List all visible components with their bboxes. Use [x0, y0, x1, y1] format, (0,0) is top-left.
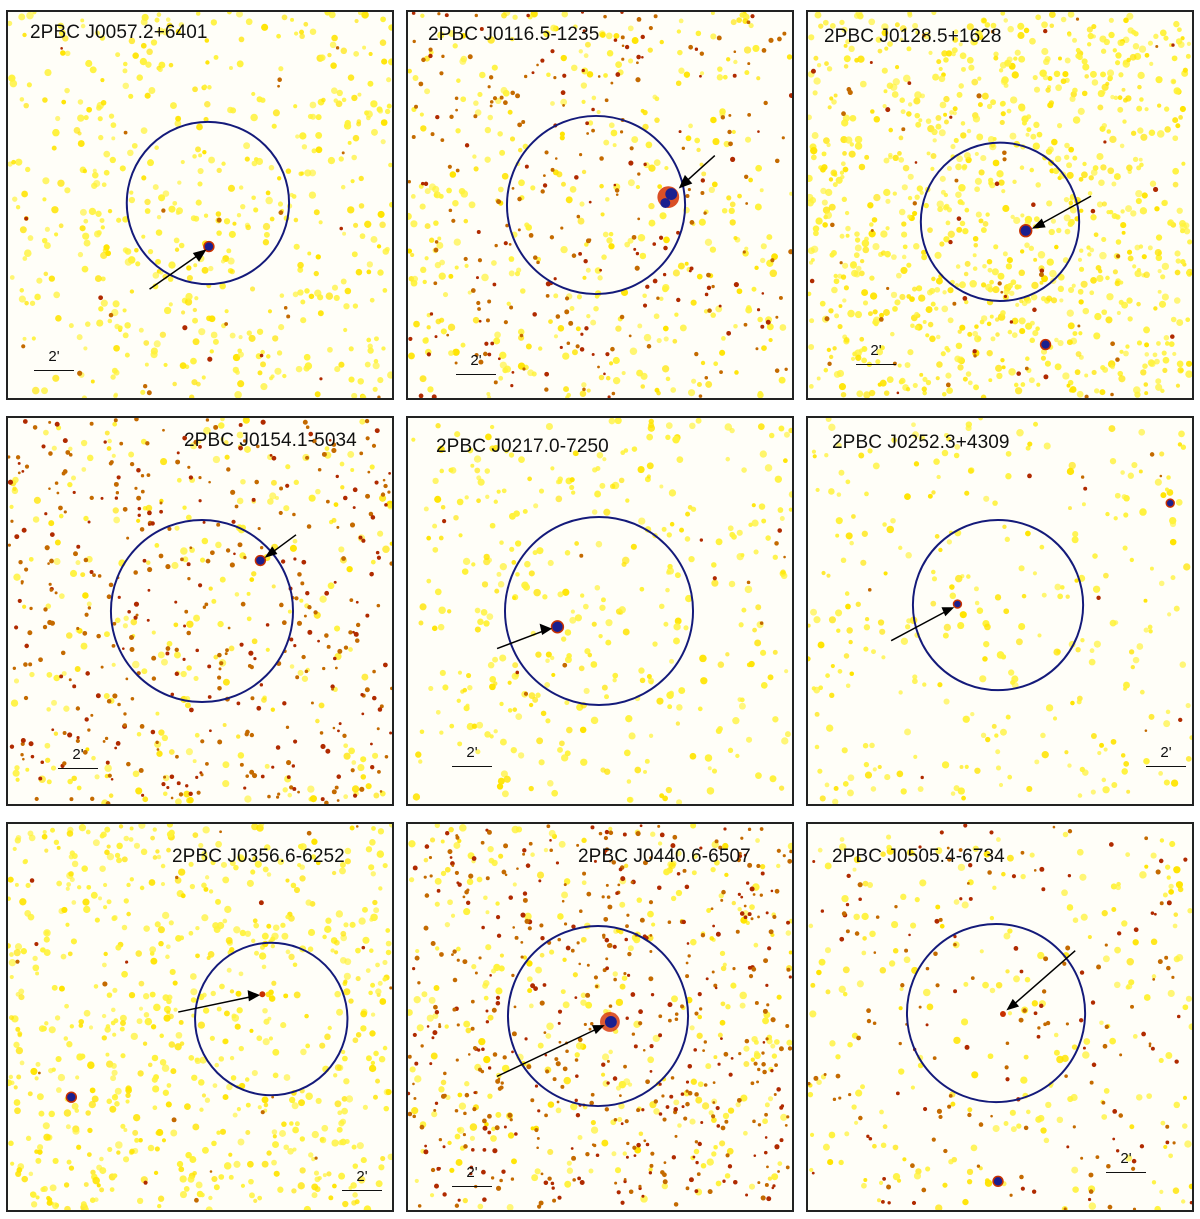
error-circle — [109, 518, 295, 704]
source-dot — [259, 991, 266, 998]
panel-title: 2PBC J0116.5-1235 — [428, 24, 600, 45]
source-dot — [254, 554, 267, 567]
scale-bar: 2' — [1106, 1150, 1146, 1176]
arrow — [178, 990, 261, 1013]
scale-bar: 2' — [342, 1168, 382, 1194]
arrow — [1031, 195, 1092, 229]
xray-field — [8, 824, 392, 1210]
source-dot — [550, 620, 565, 634]
scale-label: 2' — [72, 746, 84, 763]
scale-label: 2' — [870, 342, 882, 359]
xray-field — [408, 824, 792, 1210]
error-circle — [919, 141, 1081, 302]
source-dot — [604, 1016, 617, 1028]
scale-bar: 2' — [1146, 744, 1186, 770]
xray-field — [8, 418, 392, 804]
panel-title: 2PBC J0217.0-7250 — [436, 436, 609, 457]
panel-title: 2PBC J0356.6-6252 — [172, 846, 345, 867]
xray-field — [408, 12, 792, 398]
panel-title: 2PBC J0057.2+6401 — [30, 22, 208, 43]
source-dot — [1019, 224, 1033, 238]
error-circle — [911, 518, 1085, 692]
panel-title: 2PBC J0128.5+1628 — [824, 26, 1002, 47]
source-dot — [1000, 1011, 1006, 1017]
scale-bar: 2' — [34, 348, 74, 374]
error-circle — [194, 941, 349, 1097]
panel-9: 2PBC J0505.4-6734 2' — [806, 822, 1194, 1212]
scale-label: 2' — [1120, 1150, 1132, 1167]
panel-4: 2PBC J0154.1-5034 2' — [6, 416, 394, 806]
panel-1: 2PBC J0057.2+6401 2' — [6, 10, 394, 400]
arrow — [890, 607, 955, 642]
xray-field — [808, 824, 1192, 1210]
scale-label: 2' — [470, 352, 482, 369]
panel-8: 2PBC J0440.6-6507 2' — [406, 822, 794, 1212]
scale-bar: 2' — [452, 744, 492, 770]
scale-label: 2' — [356, 1168, 368, 1185]
panel-title: 2PBC J0154.1-5034 — [184, 430, 357, 451]
arrow — [496, 1025, 605, 1078]
panel-6: 2PBC J0252.3+4309 2' — [806, 416, 1194, 806]
scale-label: 2' — [466, 1164, 478, 1181]
error-circle — [506, 924, 690, 1108]
xray-field — [8, 12, 392, 398]
scale-bar: 2' — [58, 746, 98, 772]
scale-label: 2' — [48, 348, 60, 365]
panel-7: 2PBC J0356.6-6252 2' — [6, 822, 394, 1212]
xray-field — [411, 418, 792, 804]
error-circle — [905, 922, 1087, 1104]
scale-bar: 2' — [856, 342, 896, 368]
arrow — [678, 154, 716, 189]
scale-bar: 2' — [452, 1164, 492, 1190]
xray-field — [808, 12, 1192, 398]
scale-label: 2' — [1160, 744, 1172, 761]
source-dot — [665, 188, 678, 201]
arrow — [149, 249, 207, 290]
panel-title: 2PBC J0252.3+4309 — [832, 432, 1010, 453]
source-dot — [203, 240, 215, 253]
arrow — [264, 534, 297, 558]
panel-title: 2PBC J0440.6-6507 — [578, 846, 751, 867]
error-circle — [125, 120, 291, 286]
error-circle — [505, 114, 687, 296]
source-dot — [952, 599, 963, 609]
scale-bar: 2' — [456, 352, 496, 378]
panel-title: 2PBC J0505.4-6734 — [832, 846, 1005, 867]
arrow — [1006, 950, 1076, 1011]
error-circle — [504, 515, 695, 707]
panel-5: 2PBC J0217.0-7250 2' — [406, 416, 794, 806]
arrow — [496, 623, 553, 650]
panel-2: 2PBC J0116.5-1235 2' — [406, 10, 794, 400]
xray-field — [808, 418, 1192, 804]
scale-label: 2' — [466, 744, 478, 761]
panel-3: 2PBC J0128.5+1628 2' — [806, 10, 1194, 400]
